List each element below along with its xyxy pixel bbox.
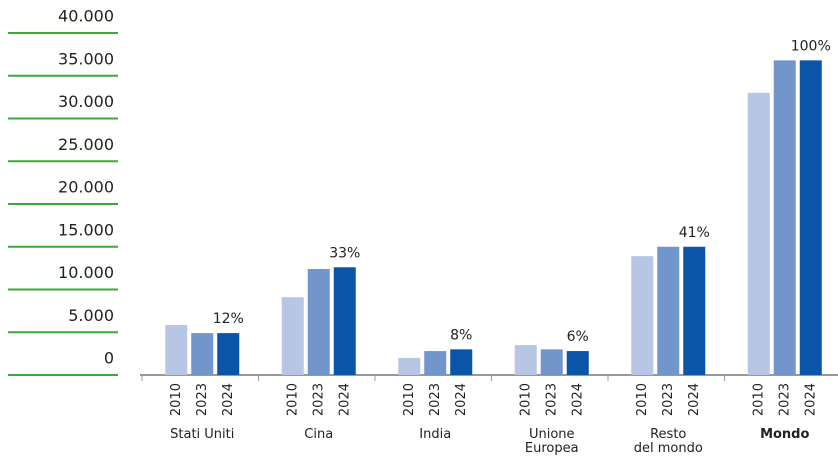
share-label: 12% <box>213 311 244 327</box>
year-label: 2024 <box>221 383 236 416</box>
bar <box>799 60 822 376</box>
bar <box>631 256 654 375</box>
share-label: 6% <box>567 329 589 345</box>
year-label: 2024 <box>454 383 469 416</box>
year-label: 2010 <box>751 383 766 416</box>
year-label: 2023 <box>195 383 210 416</box>
bar <box>217 333 240 375</box>
x-category-label: Stati Uniti <box>170 427 235 442</box>
y-tick-label: 25.000 <box>58 135 114 154</box>
y-tick-label: 15.000 <box>58 220 114 239</box>
y-tick-label: 20.000 <box>58 178 114 197</box>
y-tick-label: 30.000 <box>58 92 114 111</box>
bar <box>514 345 537 375</box>
bar <box>307 268 330 375</box>
x-category-label: Cina <box>304 427 334 442</box>
bar <box>540 349 563 375</box>
y-tick-label: 5.000 <box>68 306 114 325</box>
bar <box>165 324 188 375</box>
year-label: 2023 <box>777 383 792 416</box>
y-tick-label: 35.000 <box>58 49 114 68</box>
year-label: 2023 <box>311 383 326 416</box>
bar <box>566 351 589 375</box>
year-label: 2023 <box>544 383 559 416</box>
bar <box>683 246 706 375</box>
x-category-label: Unione Europea <box>524 427 579 456</box>
x-category-label: Resto del mondo <box>633 427 703 456</box>
year-label: 2024 <box>803 383 818 416</box>
share-label: 100% <box>791 38 831 54</box>
bar <box>657 246 680 375</box>
year-label: 2024 <box>570 383 585 416</box>
share-label: 41% <box>679 225 710 241</box>
bar <box>450 349 473 375</box>
bar <box>333 267 356 375</box>
x-category-label: India <box>419 427 452 442</box>
year-label: 2010 <box>402 383 417 416</box>
year-label: 2010 <box>285 383 300 416</box>
bar <box>191 333 214 375</box>
bar <box>424 351 447 375</box>
x-category-label: Mondo <box>760 427 810 442</box>
y-tick-label: 10.000 <box>58 263 114 282</box>
year-label: 2010 <box>169 383 184 416</box>
year-label: 2024 <box>337 383 352 416</box>
year-label: 2010 <box>518 383 533 416</box>
bar <box>747 92 770 375</box>
bar <box>398 357 421 375</box>
share-label: 33% <box>329 245 360 261</box>
year-label: 2010 <box>635 383 650 416</box>
year-label: 2023 <box>661 383 676 416</box>
bar <box>281 297 304 375</box>
y-tick-label: 0 <box>104 349 114 368</box>
bar <box>773 60 796 376</box>
year-label: 2023 <box>428 383 443 416</box>
share-label: 8% <box>450 327 472 343</box>
y-tick-label: 40.000 <box>58 7 114 26</box>
year-label: 2024 <box>687 383 702 416</box>
